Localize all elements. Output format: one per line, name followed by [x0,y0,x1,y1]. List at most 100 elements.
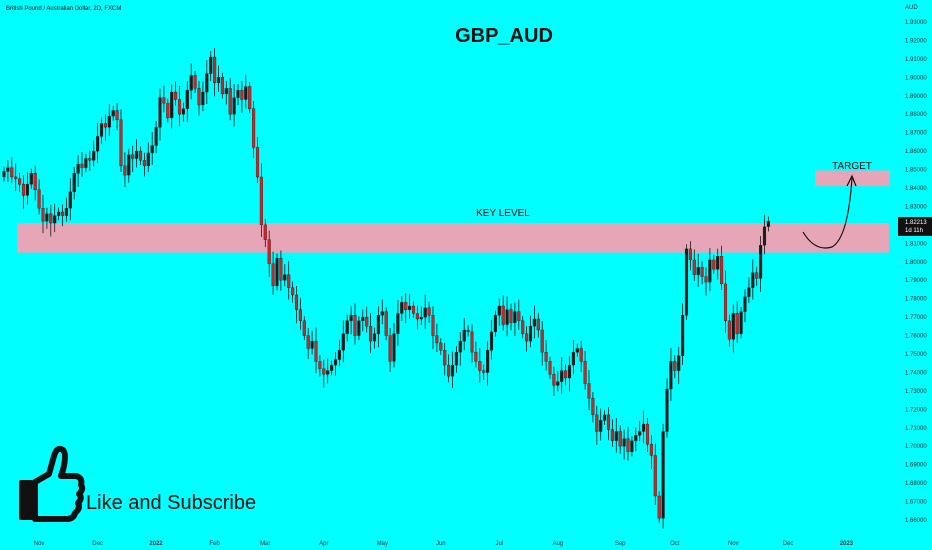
candle-body [291,287,295,296]
candle-body [349,315,353,321]
y-tick-label: 1.69000 [905,463,927,469]
price-tag: 1.82213 1d 11h [898,217,932,236]
candle-body [525,333,529,342]
candle-body [252,108,256,148]
y-tick-label: 1.89000 [905,94,927,100]
candle-body [80,163,84,168]
candle-body [224,88,228,95]
candle-body [2,171,6,178]
candle-body [439,342,443,351]
candle-body [330,364,334,371]
candle-body [135,150,139,159]
candle-body [521,320,525,334]
candle-body [365,316,369,327]
candle-body [25,184,29,196]
y-tick-label: 1.66000 [905,518,927,524]
price-tag-countdown: 1d 11h [905,228,923,234]
y-tick-label: 1.78000 [905,297,927,303]
candle-body [513,311,517,323]
candle-body [603,414,607,421]
candle-body [6,167,10,172]
candle-body [657,495,661,519]
candle-body [369,326,373,342]
candle-body [259,176,263,226]
x-tick-label: Aug [552,541,563,547]
candle-body [166,103,170,119]
candle-body [37,189,41,209]
candle-body [712,259,716,270]
candle-body [376,315,380,334]
forecast-arrow-icon [802,177,853,249]
candle-body [443,350,447,366]
candle-body [645,423,650,445]
x-tick-label: Feb [209,541,220,547]
candle-body [727,320,731,340]
candle-body [236,90,240,98]
candle-body [127,154,131,176]
x-tick-label: Mar [260,541,270,547]
candle-body [720,256,724,285]
candle-body [575,348,579,353]
candle-body [357,320,361,336]
candle-body [517,311,521,321]
x-tick-label: Jun [436,541,446,547]
candle-body [49,213,53,224]
candle-body [380,311,384,316]
like-subscribe-text: Like and Subscribe [86,492,256,514]
target-label: TARGET [832,161,872,172]
candle-body [747,287,751,297]
candle-body [248,86,252,109]
candle-body [700,267,704,277]
candle-body [181,108,185,115]
x-tick-label: Oct [670,541,680,547]
candle-body [423,307,427,318]
x-tick-label: May [377,541,388,547]
candle-body [372,333,377,342]
candle-body [279,257,283,281]
candle-body [751,272,755,288]
candle-body [10,167,14,178]
y-tick-label: 1.92000 [905,38,927,44]
candle-body [474,352,478,362]
candle-body [564,370,568,379]
candle-body [123,165,127,176]
candle-body [458,340,462,353]
y-tick-label: 1.77000 [905,315,927,321]
candle-body [33,173,37,190]
candle-body [462,329,466,342]
candle-body [119,119,123,167]
y-tick-label: 1.68000 [905,481,927,487]
x-tick-label: Dec [92,541,103,547]
candle-body [688,248,692,261]
candle-body [197,88,201,106]
candle-body [142,160,146,167]
candle-body [45,213,49,222]
candle-body [684,248,689,316]
candle-body [649,444,653,456]
candle-body [567,364,572,379]
candle-body [591,398,595,416]
candle-body [762,226,767,246]
candle-body [716,256,720,270]
candle-body [107,115,111,128]
candle-body [14,176,18,179]
candle-body [57,211,61,216]
candle-body [548,361,552,375]
candle-body [583,361,587,384]
y-tick-label: 1.87000 [905,131,927,137]
candle-body [209,56,213,74]
candle-body [556,381,560,386]
candle-body [170,91,174,119]
candle-body [162,97,166,104]
candle-body [470,331,474,353]
candle-body [673,361,677,371]
candle-body [298,309,302,321]
candle-body [174,91,178,100]
y-tick-label: 1.76000 [905,334,927,340]
candle-body [103,123,107,128]
candle-body [630,440,634,452]
y-tick-label: 1.72000 [905,407,927,413]
candle-body [189,75,193,91]
candle-body [454,352,458,366]
candle-body [544,352,548,362]
